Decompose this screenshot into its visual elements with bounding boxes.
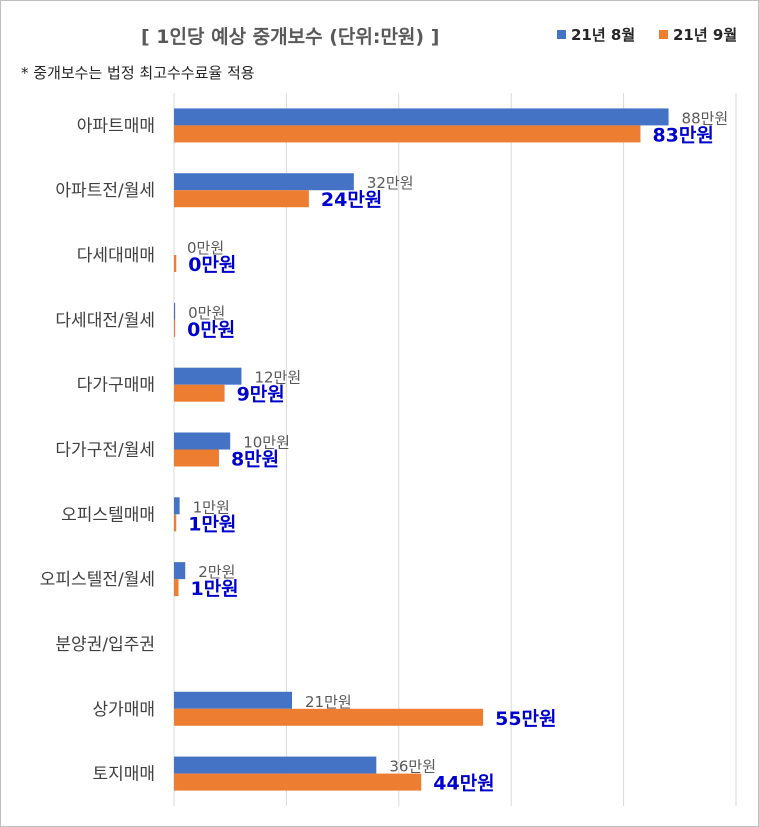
data-label-aug: 21만원 (305, 693, 352, 711)
data-label-sep: 0만원 (187, 319, 235, 341)
bar-aug (174, 173, 354, 191)
bar-sep (174, 319, 176, 337)
bar-sep (174, 579, 179, 597)
bar-sep (174, 514, 177, 532)
bar-sep (174, 449, 219, 467)
data-label-aug: 36만원 (389, 758, 436, 776)
legend-swatch-0 (557, 30, 566, 39)
gridlines (173, 93, 737, 806)
data-label-aug: 0만원 (188, 304, 225, 322)
category-labels: 아파트매매아파트전/월세다세대매매다세대전/월세다가구매매다가구전/월세오피스텔… (40, 116, 155, 784)
data-label-aug: 2만원 (198, 563, 235, 581)
legend-label-1: 21년 9월 (673, 26, 737, 44)
data-labels: 88만원83만원32만원24만원0만원0만원0만원0만원12만원9만원10만원8… (187, 109, 728, 794)
bar-sep (174, 773, 422, 791)
bar-aug (174, 497, 180, 515)
data-label-aug: 0만원 (187, 239, 224, 257)
data-label-sep: 0만원 (188, 254, 236, 276)
data-label-sep: 24만원 (321, 189, 382, 211)
bar-aug (174, 691, 293, 709)
bar-aug (174, 562, 186, 580)
category-label: 오피스텔매매 (61, 505, 155, 525)
data-label-sep: 44만원 (433, 773, 494, 795)
category-label: 오피스텔전/월세 (40, 570, 155, 590)
data-label-aug: 32만원 (367, 174, 414, 192)
bar-sep (174, 384, 225, 402)
data-label-sep: 1만원 (190, 578, 238, 600)
legend-label-0: 21년 8월 (571, 26, 635, 44)
category-label: 다가구매매 (77, 376, 155, 396)
bar-sep (174, 190, 309, 208)
chart-title: [ 1인당 예상 중개보수 (단위:만원) ] (141, 26, 439, 48)
category-label: 다가구전/월세 (55, 441, 155, 461)
bars (174, 108, 669, 791)
bar-sep (174, 708, 484, 726)
data-label-sep: 8만원 (231, 449, 279, 471)
bar-sep (174, 125, 641, 143)
bar-aug (174, 432, 231, 450)
data-label-sep: 83만원 (652, 124, 713, 146)
category-label: 분양권/입주권 (55, 635, 155, 655)
category-label: 다세대매매 (77, 246, 155, 266)
legend-swatch-1 (659, 30, 668, 39)
bar-aug (174, 756, 377, 774)
category-label: 아파트전/월세 (55, 181, 155, 201)
bar-aug (174, 367, 242, 385)
data-label-sep: 9만원 (237, 384, 285, 406)
category-label: 토지매매 (92, 765, 155, 785)
data-label-aug: 88만원 (682, 109, 729, 127)
category-label: 다세대전/월세 (55, 311, 155, 331)
data-label-sep: 1만원 (188, 513, 236, 535)
data-label-aug: 12만원 (254, 369, 301, 387)
legend: 21년 8월 21년 9월 (557, 26, 737, 44)
category-label: 아파트매매 (77, 116, 155, 136)
bar-aug (174, 108, 669, 126)
data-label-aug: 1만원 (193, 498, 230, 516)
chart-note: * 중개보수는 법정 최고수수료율 적용 (21, 64, 255, 82)
bar-aug (174, 302, 176, 320)
data-label-sep: 55만원 (495, 708, 556, 730)
data-label-aug: 10만원 (243, 434, 290, 452)
bar-sep (174, 255, 177, 273)
category-label: 상가매매 (92, 700, 155, 720)
